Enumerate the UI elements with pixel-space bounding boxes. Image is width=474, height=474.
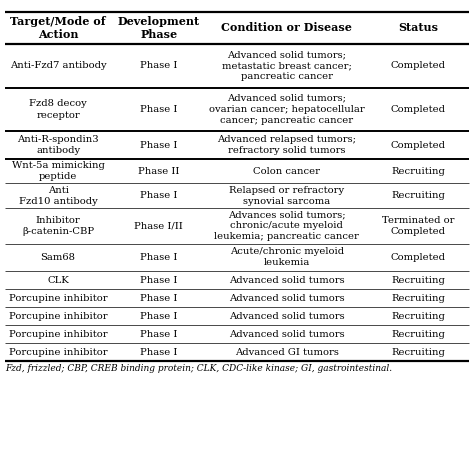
Text: Advanced solid tumors;
ovarian cancer; hepatocellular
cancer; pancreatic cancer: Advanced solid tumors; ovarian cancer; h… (209, 94, 365, 125)
Text: Condition or Disease: Condition or Disease (221, 22, 352, 34)
Text: Porcupine inhibitor: Porcupine inhibitor (9, 330, 108, 338)
Text: Recruiting: Recruiting (392, 312, 445, 320)
Text: Completed: Completed (391, 105, 446, 114)
Text: Advanced solid tumors: Advanced solid tumors (229, 330, 345, 338)
Text: Acute/chronic myeloid
leukemia: Acute/chronic myeloid leukemia (230, 247, 344, 267)
Text: Phase I: Phase I (140, 141, 177, 149)
Text: Target/Mode of
Action: Target/Mode of Action (10, 16, 106, 40)
Text: Anti-R-spondin3
antibody: Anti-R-spondin3 antibody (17, 135, 99, 155)
Text: Phase I/II: Phase I/II (135, 221, 183, 230)
Text: Phase I: Phase I (140, 253, 177, 262)
Text: Advanced relapsed tumors;
refractory solid tumors: Advanced relapsed tumors; refractory sol… (217, 135, 356, 155)
Text: Fzd, frizzled; CBP, CREB binding protein; CLK, CDC-like kinase; GI, gastrointest: Fzd, frizzled; CBP, CREB binding protein… (5, 364, 392, 373)
Text: Phase I: Phase I (140, 276, 177, 284)
Text: Advanced solid tumors: Advanced solid tumors (229, 312, 345, 320)
Text: Completed: Completed (391, 253, 446, 262)
Text: Recruiting: Recruiting (392, 348, 445, 356)
Text: Status: Status (398, 22, 438, 34)
Text: Phase I: Phase I (140, 62, 177, 70)
Text: Porcupine inhibitor: Porcupine inhibitor (9, 312, 108, 320)
Text: Phase I: Phase I (140, 105, 177, 114)
Text: Porcupine inhibitor: Porcupine inhibitor (9, 294, 108, 302)
Text: Phase I: Phase I (140, 330, 177, 338)
Text: Advanced solid tumors: Advanced solid tumors (229, 276, 345, 284)
Text: Development
Phase: Development Phase (118, 16, 200, 40)
Text: Advanced solid tumors: Advanced solid tumors (229, 294, 345, 302)
Text: Terminated or
Completed: Terminated or Completed (382, 216, 455, 236)
Text: Phase I: Phase I (140, 348, 177, 356)
Text: Anti-Fzd7 antibody: Anti-Fzd7 antibody (10, 62, 106, 70)
Text: Inhibitor
β-catenin-CBP: Inhibitor β-catenin-CBP (22, 216, 94, 236)
Text: CLK: CLK (47, 276, 69, 284)
Text: Colon cancer: Colon cancer (253, 167, 320, 175)
Text: Advanced solid tumors;
metastatic breast cancer;
pancreatic cancer: Advanced solid tumors; metastatic breast… (222, 50, 352, 82)
Text: Sam68: Sam68 (41, 253, 75, 262)
Text: Phase II: Phase II (138, 167, 180, 175)
Text: Recruiting: Recruiting (392, 330, 445, 338)
Text: Anti
Fzd10 antibody: Anti Fzd10 antibody (18, 186, 98, 206)
Text: Completed: Completed (391, 62, 446, 70)
Text: Completed: Completed (391, 141, 446, 149)
Text: Phase I: Phase I (140, 191, 177, 200)
Text: Recruiting: Recruiting (392, 167, 445, 175)
Text: Phase I: Phase I (140, 312, 177, 320)
Text: Recruiting: Recruiting (392, 276, 445, 284)
Text: Porcupine inhibitor: Porcupine inhibitor (9, 348, 108, 356)
Text: Advances solid tumors;
chronic/acute myeloid
leukemia; pancreatic cancer: Advances solid tumors; chronic/acute mye… (214, 210, 359, 241)
Text: Recruiting: Recruiting (392, 191, 445, 200)
Text: Wnt-5a mimicking
peptide: Wnt-5a mimicking peptide (12, 161, 104, 181)
Text: Recruiting: Recruiting (392, 294, 445, 302)
Text: Relapsed or refractory
synovial sarcoma: Relapsed or refractory synovial sarcoma (229, 186, 344, 206)
Text: Phase I: Phase I (140, 294, 177, 302)
Text: Advanced GI tumors: Advanced GI tumors (235, 348, 339, 356)
Text: Fzd8 decoy
receptor: Fzd8 decoy receptor (29, 100, 87, 119)
